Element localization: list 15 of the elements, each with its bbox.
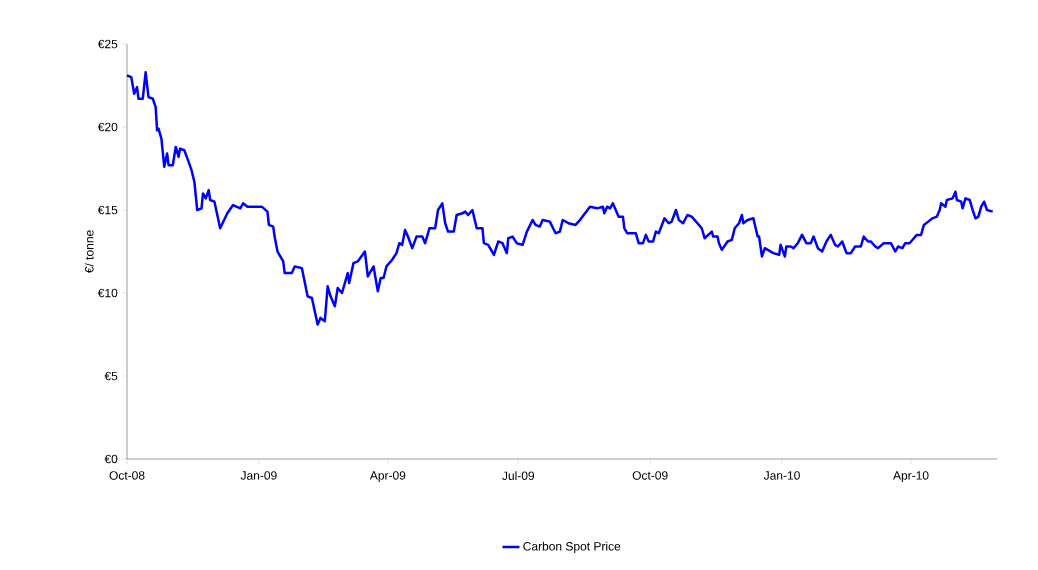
y-tick-label: €20 xyxy=(97,122,118,132)
y-tick-label: €10 xyxy=(97,288,118,298)
legend-label: Carbon Spot Price xyxy=(523,541,621,553)
x-tick-label: Apr-10 xyxy=(893,471,929,483)
y-tick-label: €25 xyxy=(97,39,118,49)
x-tick-label: Oct-09 xyxy=(632,471,668,480)
y-tick-label: €5 xyxy=(104,371,118,381)
x-tick-label: Jan-09 xyxy=(240,471,277,480)
x-tick-label: Apr-09 xyxy=(369,471,406,483)
x-tick-label: Oct-08 xyxy=(109,471,145,480)
x-tick-label: Jul-09 xyxy=(502,471,535,481)
y-axis-title: €/ tonne xyxy=(84,230,94,274)
x-tick-label: Jan-10 xyxy=(763,471,800,480)
y-tick-label: €0 xyxy=(104,454,118,464)
y-tick-label: €15 xyxy=(97,205,118,215)
